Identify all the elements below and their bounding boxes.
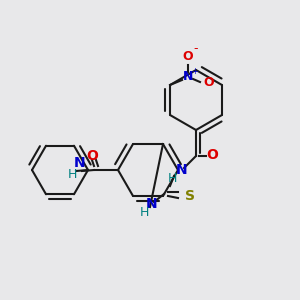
Text: N: N bbox=[176, 163, 188, 177]
Text: O: O bbox=[183, 50, 193, 62]
Text: H: H bbox=[67, 169, 77, 182]
Text: S: S bbox=[185, 189, 195, 203]
Text: O: O bbox=[204, 76, 214, 89]
Text: -: - bbox=[194, 43, 198, 56]
Text: N: N bbox=[183, 70, 193, 83]
Text: H: H bbox=[167, 172, 177, 184]
Text: N: N bbox=[146, 197, 158, 211]
Text: +: + bbox=[192, 68, 199, 76]
Text: H: H bbox=[139, 206, 149, 218]
Text: N: N bbox=[74, 156, 86, 170]
Text: O: O bbox=[86, 149, 98, 163]
Text: O: O bbox=[206, 148, 218, 162]
